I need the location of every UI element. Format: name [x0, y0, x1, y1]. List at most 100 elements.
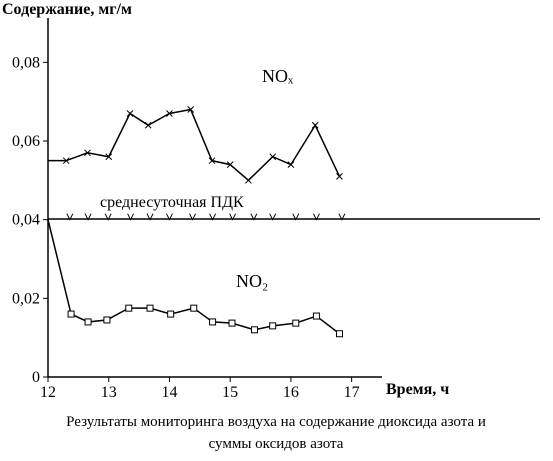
marker-stroke	[105, 153, 113, 161]
data-point	[105, 153, 113, 161]
data-point	[245, 176, 252, 184]
x-tick-label: 15	[222, 384, 238, 401]
marker-stroke	[311, 121, 319, 129]
marker-shape	[312, 213, 320, 221]
marker-shape	[103, 316, 111, 324]
data-point	[312, 312, 320, 320]
data-point	[311, 121, 319, 129]
data-point	[228, 319, 236, 327]
series-line	[47, 219, 340, 335]
y-tick-label: 0,08	[12, 54, 40, 71]
marker-shape	[335, 330, 343, 338]
caption: Результаты мониторинга воздуха на содерж…	[66, 414, 486, 430]
marker-shape	[84, 318, 92, 326]
data-point	[125, 304, 133, 312]
data-point	[190, 304, 198, 312]
marker-shape	[269, 322, 277, 330]
marker-shape	[146, 213, 154, 221]
marker-shape	[292, 213, 300, 221]
marker-stroke	[187, 106, 195, 113]
series-label: среднесуточная ПДК	[100, 194, 244, 211]
data-point	[146, 213, 154, 221]
marker-shape	[209, 213, 217, 221]
marker-shape	[84, 213, 92, 221]
marker-shape	[269, 213, 277, 221]
marker-shape	[229, 213, 237, 221]
marker-shape	[189, 213, 196, 221]
marker-shape	[209, 318, 217, 326]
data-point	[269, 153, 277, 161]
marker-shape	[292, 319, 300, 327]
data-point	[336, 173, 343, 180]
marker-shape	[312, 312, 320, 320]
marker-shape	[228, 319, 236, 327]
data-point	[84, 318, 92, 326]
data-point	[269, 213, 277, 221]
marker-stroke	[144, 121, 152, 129]
data-point	[250, 326, 258, 334]
data-point	[292, 213, 300, 221]
data-point	[167, 310, 175, 318]
data-point	[209, 318, 217, 326]
y-tick-label: 0	[32, 369, 40, 386]
data-point	[208, 157, 216, 165]
data-point	[229, 213, 237, 221]
data-point	[209, 213, 217, 221]
marker-shape	[146, 304, 154, 312]
data-point	[292, 319, 300, 327]
marker-shape	[66, 213, 74, 221]
caption: суммы оксидов азота	[209, 436, 344, 452]
series-label: NO₂	[236, 271, 268, 291]
marker-shape	[190, 304, 198, 312]
marker-stroke	[126, 110, 134, 117]
data-point	[335, 330, 343, 338]
data-point	[62, 157, 70, 165]
data-point	[126, 110, 134, 117]
marker-stroke	[208, 157, 216, 165]
data-point	[166, 110, 173, 117]
data-point	[84, 213, 92, 221]
data-point	[166, 213, 173, 221]
data-point	[146, 304, 154, 312]
data-point	[127, 213, 135, 221]
data-point	[104, 213, 112, 221]
data-point	[269, 322, 277, 330]
marker-shape	[166, 213, 173, 221]
y-tick-label: 0,06	[12, 133, 40, 150]
marker-stroke	[62, 157, 70, 165]
x-axis-label: Время, ч	[386, 381, 449, 398]
data-point	[287, 161, 295, 168]
y-tick-label: 0,04	[12, 212, 40, 229]
data-point	[226, 161, 234, 168]
marker-stroke	[226, 161, 234, 168]
data-point	[338, 213, 346, 221]
marker-shape	[125, 304, 133, 312]
x-tick-label: 16	[283, 384, 299, 401]
marker-stroke	[245, 176, 252, 184]
x-tick-label: 13	[101, 384, 117, 401]
data-point	[66, 213, 74, 221]
marker-shape	[104, 213, 112, 221]
marker-stroke	[287, 161, 295, 168]
marker-stroke	[269, 153, 277, 161]
data-point	[250, 213, 258, 221]
data-point	[189, 213, 196, 221]
marker-shape	[250, 326, 258, 334]
x-tick-label: 12	[40, 384, 56, 401]
marker-shape	[167, 310, 175, 318]
marker-shape	[250, 213, 258, 221]
marker-shape	[338, 213, 346, 221]
data-point	[67, 310, 75, 318]
data-point	[312, 213, 320, 221]
marker-stroke	[84, 149, 91, 157]
series-label: NOₓ	[262, 66, 294, 86]
x-tick-label: 17	[344, 384, 360, 401]
x-tick-label: 14	[161, 384, 177, 401]
data-point	[84, 149, 91, 157]
marker-shape	[67, 310, 75, 318]
data-point	[187, 106, 195, 113]
data-point	[144, 121, 152, 129]
marker-shape	[127, 213, 135, 221]
series-line	[48, 108, 341, 182]
